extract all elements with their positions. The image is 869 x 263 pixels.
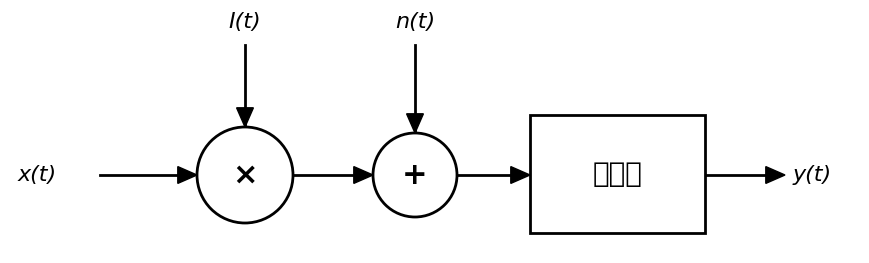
Polygon shape — [766, 166, 785, 183]
Bar — [530, 115, 705, 233]
Text: 接收机: 接收机 — [593, 160, 642, 188]
Text: y(t): y(t) — [793, 165, 833, 185]
Text: ×: × — [232, 160, 258, 190]
Polygon shape — [236, 108, 254, 127]
Polygon shape — [178, 166, 197, 183]
Text: +: + — [402, 160, 428, 190]
Circle shape — [197, 127, 293, 223]
Text: x(t): x(t) — [18, 165, 57, 185]
Polygon shape — [407, 114, 423, 133]
Polygon shape — [354, 166, 373, 183]
Text: n(t): n(t) — [395, 12, 435, 32]
Polygon shape — [511, 166, 530, 183]
Text: I(t): I(t) — [229, 12, 262, 32]
Circle shape — [373, 133, 457, 217]
